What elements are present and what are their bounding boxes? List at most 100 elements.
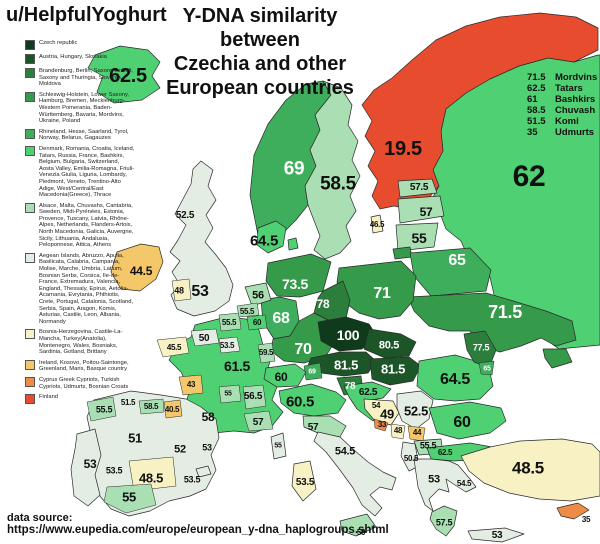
legend-label: Ireland, Kosovo, Poitou-Saintonge, Green… <box>39 359 129 373</box>
credit-text: u/HelpfulYoghurt <box>6 4 167 26</box>
region-basque-country <box>163 399 183 419</box>
region-portugal <box>70 428 102 507</box>
legend-item-12: Finland <box>25 394 135 405</box>
minority-peoples-list: 71.5 Mordvins 62.5 Tatars 61 Bashkirs 58.5 Chuv… <box>527 73 597 138</box>
region-ukraine <box>407 292 577 353</box>
minority-name: Mordvins <box>555 72 598 83</box>
title-line-1: Y-DNA similarity between <box>182 5 338 51</box>
minority-row-chuvash: 58.5 Chuvash <box>527 106 597 116</box>
region-hungary <box>369 356 422 386</box>
region-north-germany <box>265 253 332 298</box>
region-ile-de-france <box>218 336 241 354</box>
legend-swatch <box>25 202 35 213</box>
legend-swatch <box>25 54 35 64</box>
region-iceland <box>87 45 161 104</box>
region-andalusia <box>103 483 157 514</box>
region-peloponnese <box>429 505 458 537</box>
legend-item-9: Bosnia-Herzegovina, Castile-La-Mancha, T… <box>25 329 135 355</box>
map-title: Y-DNA similarity between Czechia and oth… <box>145 4 375 100</box>
region-cantabria <box>138 398 165 415</box>
region-bosnian-croats <box>373 418 389 432</box>
region-tyrol <box>303 362 323 381</box>
region-corsica <box>270 432 287 460</box>
region-kaliningrad <box>392 246 413 260</box>
legend-label: Bosnia-Herzegovina, Castile-La-Mancha, T… <box>39 329 123 356</box>
region-poland <box>336 260 417 320</box>
region-gagauzia <box>478 360 495 376</box>
legend-item-2: Austria, Hungary, Slovakia <box>25 54 135 64</box>
region-gotland <box>370 214 384 234</box>
region-turkey <box>460 438 600 502</box>
minority-value: 51.5 <box>527 116 546 127</box>
legend-swatch <box>25 91 35 102</box>
minority-row-tatars: 62.5 Tatars <box>527 84 597 94</box>
region-ireland <box>110 243 164 292</box>
legend-label: Austria, Hungary, Slovakia <box>39 54 107 60</box>
minority-name: Chuvash <box>555 105 596 116</box>
legend-label: Denmark, Romania, Croatia, Iceland, Tata… <box>39 145 135 199</box>
region-cyprus <box>556 502 590 520</box>
region-provence <box>243 410 274 432</box>
minority-row-bashkirs: 61 Bashkirs <box>527 95 597 105</box>
legend-item-8: Aegean Islands, Abruzzo, Apulia, Basilic… <box>25 252 135 326</box>
legend-label: Alsace, Malta, Chuvashs, Cantabria, Swed… <box>39 202 134 249</box>
data-source: data source: https://www.eupedia.com/eur… <box>7 512 389 536</box>
region-denmark-isles <box>287 237 299 251</box>
region-slovakia <box>363 328 417 359</box>
region-netherlands <box>244 282 272 307</box>
data-source-label: data source: <box>7 512 73 524</box>
region-crete <box>467 527 525 543</box>
region-finland <box>361 12 599 210</box>
minority-row-mordvins: 71.5 Mordvins <box>527 73 597 83</box>
legend-item-6: Denmark, Romania, Croatia, Iceland, Tata… <box>25 145 135 199</box>
region-central-italy <box>313 431 397 517</box>
legend-swatch <box>25 40 35 50</box>
legend-item-7: Alsace, Malta, Chuvashs, Cantabria, Swed… <box>25 202 135 249</box>
legend-swatch <box>25 252 35 263</box>
region-normandy <box>190 328 220 347</box>
region-sardinia <box>291 460 317 502</box>
region-brittany <box>156 336 190 358</box>
region-sweden <box>304 80 361 260</box>
legend-label: Rhineland, Hesse, Saarland, Tyrol, Norwa… <box>39 128 129 142</box>
region-serbia <box>396 390 434 430</box>
region-kosovo <box>407 425 426 442</box>
legend-item-10: Ireland, Kosovo, Poitou-Saintonge, Green… <box>25 359 135 373</box>
legend-swatch <box>25 376 35 387</box>
minority-row-komi: 51.5 Komi <box>527 117 597 127</box>
color-legend: Czech republic Austria, Hungary, Slovakia… <box>25 40 135 405</box>
minority-value: 62.5 <box>527 83 546 94</box>
legend-swatch <box>25 329 35 340</box>
region-crimea <box>542 348 573 369</box>
minority-value: 71.5 <box>527 72 546 83</box>
minority-name: Bashkirs <box>555 94 596 105</box>
minority-name: Komi <box>555 116 579 127</box>
region-rhone-alpes <box>242 384 267 410</box>
legend-label: Finland <box>39 394 59 401</box>
region-galicia <box>86 396 117 422</box>
region-bulgaria <box>428 401 507 440</box>
legend-swatch <box>25 359 35 370</box>
region-greece <box>413 458 477 512</box>
region-wallonia <box>246 314 268 331</box>
legend-label: Cyprus Greek Cypriots, Turkish Cypriots,… <box>39 376 129 390</box>
legend-swatch <box>25 68 35 78</box>
legend-item-11: Cyprus Greek Cypriots, Turkish Cypriots,… <box>25 376 135 390</box>
legend-swatch <box>25 394 35 405</box>
region-alsace <box>257 342 276 364</box>
region-artois <box>218 312 242 332</box>
region-romania <box>416 354 494 402</box>
legend-swatch <box>25 128 35 139</box>
region-poitou <box>178 374 204 396</box>
legend-item-5: Rhineland, Hesse, Saarland, Tyrol, Norwa… <box>25 128 135 142</box>
region-balearics <box>195 465 212 478</box>
region-flanders <box>236 302 260 318</box>
minority-name: Tatars <box>555 83 583 94</box>
legend-label: Aegean Islands, Abruzzo, Apulia, Basilic… <box>39 252 134 325</box>
legend-item-1: Czech republic <box>25 40 135 50</box>
minority-row-udmurts: 35 Udmurts <box>527 128 597 138</box>
region-britain <box>169 160 234 317</box>
region-montenegro <box>390 423 406 440</box>
